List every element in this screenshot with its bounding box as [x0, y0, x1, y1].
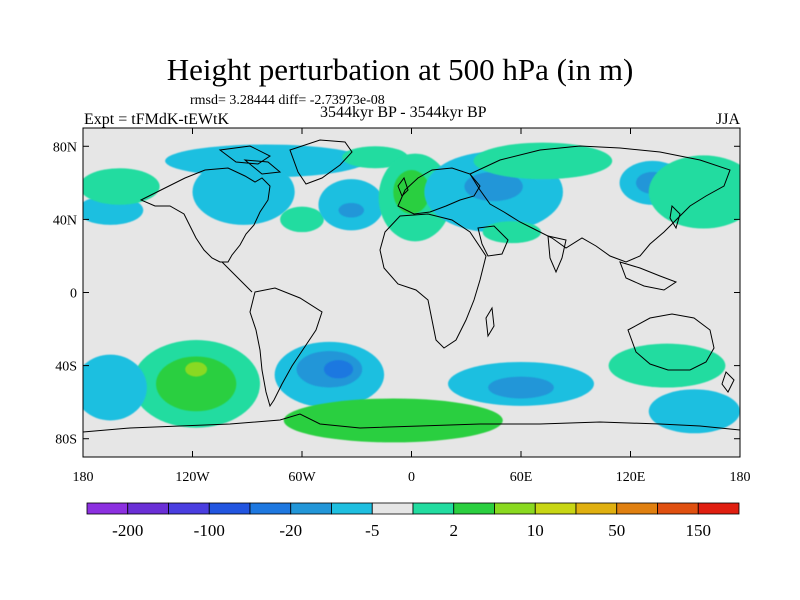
x-tick-label: 180 — [73, 470, 94, 485]
coastlines — [83, 139, 740, 433]
contour-region-south-atlantic-min — [323, 360, 354, 379]
coast-japan — [669, 204, 681, 230]
colorbar-bin — [290, 502, 332, 515]
rmsd-stats: rmsd= 3.28444 diff= -2.73973e-08 — [190, 93, 385, 108]
contour-region-europe-positive-core — [393, 170, 430, 214]
coast-british-isles — [397, 176, 409, 197]
contour-region-north-america-negative — [192, 159, 295, 225]
experiment-label: Expt = tFMdK-tEWtK — [84, 111, 230, 128]
contour-region-caspian-positive — [482, 221, 542, 244]
y-tick-label: 40S — [55, 360, 77, 375]
coast-arabia — [477, 225, 509, 257]
colorbar-bin — [657, 502, 699, 515]
contour-region-indian-ocean-core — [488, 376, 554, 399]
x-tick-label: 0 — [408, 470, 415, 485]
contour-region-sw-pacific-negative — [83, 354, 147, 421]
colorbar-bin — [249, 502, 292, 515]
coast-se-asia — [619, 261, 678, 291]
y-tick-label: 80S — [55, 433, 77, 448]
colorbar-label: 2 — [450, 521, 459, 540]
colorbar-label: -20 — [279, 521, 302, 540]
colorbar-label: 150 — [686, 521, 712, 540]
contour-region-pacific-positive — [648, 155, 740, 229]
x-tick-label: 60E — [510, 470, 533, 485]
y-tick-label: 80N — [53, 140, 77, 155]
colorbar-bin — [371, 502, 414, 515]
contour-region-south-pacific-max — [185, 361, 208, 377]
colorbar-label: 10 — [527, 521, 544, 540]
colorbar-bin — [494, 502, 536, 515]
y-tick-label: 0 — [70, 287, 77, 302]
contour-region-north-pacific-positive — [83, 168, 160, 205]
contour-region-north-atlantic-positive — [280, 206, 324, 233]
colorbar-bin — [412, 502, 455, 515]
y-tick-label: 40N — [53, 213, 77, 228]
colorbar-bin — [575, 502, 618, 515]
colorbar-label: -100 — [194, 521, 225, 540]
colorbar-bin — [168, 502, 210, 515]
coast-greenland — [289, 139, 353, 185]
coast-new-zealand — [721, 371, 735, 393]
map-title: Height perturbation at 500 hPa (in m) — [166, 52, 634, 87]
coast-south-america — [249, 287, 323, 408]
coast-antarctica — [83, 413, 740, 433]
contour-region-south-pacific-positive-core — [156, 356, 237, 412]
colorbar-bin — [534, 502, 577, 515]
colorbar-label: -5 — [365, 521, 379, 540]
x-tick-label: 120W — [175, 470, 210, 485]
x-tick-label: 60W — [288, 470, 316, 485]
colorbar-bin — [616, 502, 658, 515]
coast-africa — [379, 213, 487, 349]
season-label: JJA — [716, 111, 741, 128]
x-tick-label: 120E — [616, 470, 646, 485]
x-tick-label: 180 — [730, 470, 751, 485]
contour-region-southern-ocean-positive — [283, 398, 503, 443]
contour-region-eurasia-negative-core — [464, 171, 523, 202]
coast-australia — [627, 313, 715, 371]
coast-madagascar — [485, 306, 495, 338]
contour-region-siberia-positive — [473, 142, 613, 180]
colorbar-label: -200 — [112, 521, 143, 540]
coast-arctic-islands — [218, 145, 282, 175]
contour-region-arctic-positive — [342, 146, 408, 169]
colorbar-bin — [127, 502, 169, 515]
coast-asia — [469, 145, 731, 263]
coast-europe — [397, 167, 481, 215]
colorbar-bin — [208, 502, 251, 515]
contour-region-mid-atlantic-core — [338, 202, 365, 218]
colorbar-bin — [697, 502, 740, 515]
coast-north-america — [139, 167, 271, 263]
contour-region-australia-positive — [608, 343, 726, 388]
colorbar-bin — [86, 502, 129, 515]
colorbar-bin — [331, 502, 373, 515]
contour-region-antarctic-negative — [648, 389, 740, 434]
colorbar-label: 50 — [608, 521, 625, 540]
coast-central-america — [221, 261, 253, 293]
coast-india — [547, 235, 567, 274]
period-label: 3544kyr BP - 3544kyr BP — [320, 104, 487, 121]
colorbar-bin — [453, 502, 495, 515]
